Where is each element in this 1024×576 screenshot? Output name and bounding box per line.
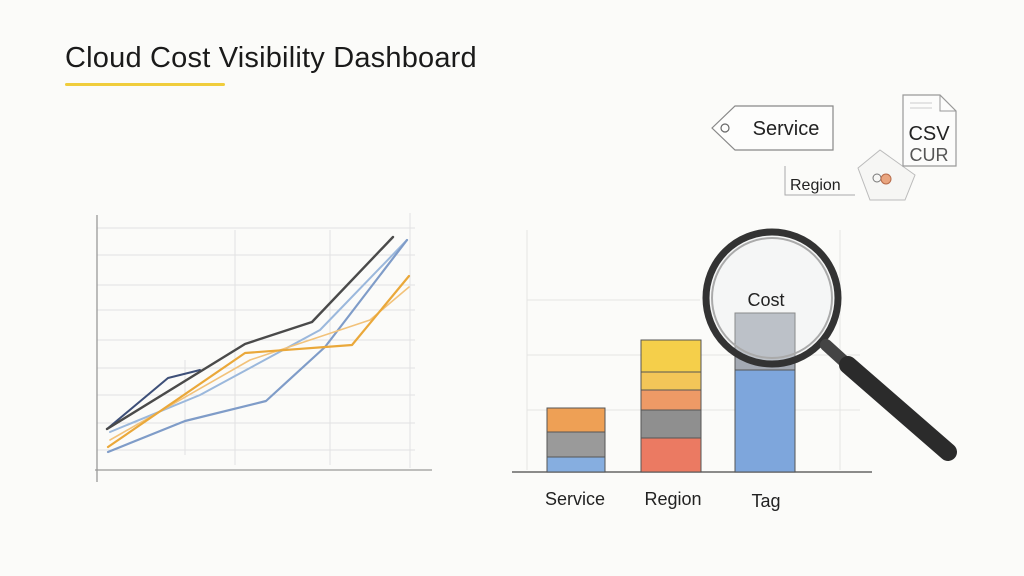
tag-hole-icon — [720, 123, 730, 133]
bar-service — [546, 407, 606, 473]
csv-file-icon: CSV CUR — [902, 94, 957, 167]
series-blue — [106, 238, 409, 454]
magnified-cost-label: Cost — [747, 290, 784, 310]
svg-text:CSV: CSV — [908, 123, 950, 145]
bar-chart: Cost Service Region Tag — [512, 228, 957, 511]
series-dark — [105, 235, 395, 431]
line-chart — [95, 213, 432, 482]
region-tag: Region — [784, 149, 916, 201]
bar-region — [640, 339, 702, 473]
category-label-tag: Tag — [751, 491, 780, 511]
svg-text:CUR: CUR — [910, 145, 949, 165]
series-orange-light — [109, 286, 410, 441]
svg-text:Region: Region — [790, 177, 841, 194]
series-orange — [106, 274, 411, 449]
category-label-service: Service — [545, 489, 605, 509]
svg-text:Service: Service — [753, 118, 820, 140]
service-tag: Service — [711, 105, 834, 151]
magnifying-glass-icon — [702, 228, 957, 461]
title-underline — [65, 83, 225, 86]
series-navy — [106, 369, 201, 430]
page-title: Cloud Cost Visibility Dashboard — [65, 42, 477, 74]
line-chart-grid — [97, 213, 415, 468]
category-label-region: Region — [644, 489, 701, 509]
